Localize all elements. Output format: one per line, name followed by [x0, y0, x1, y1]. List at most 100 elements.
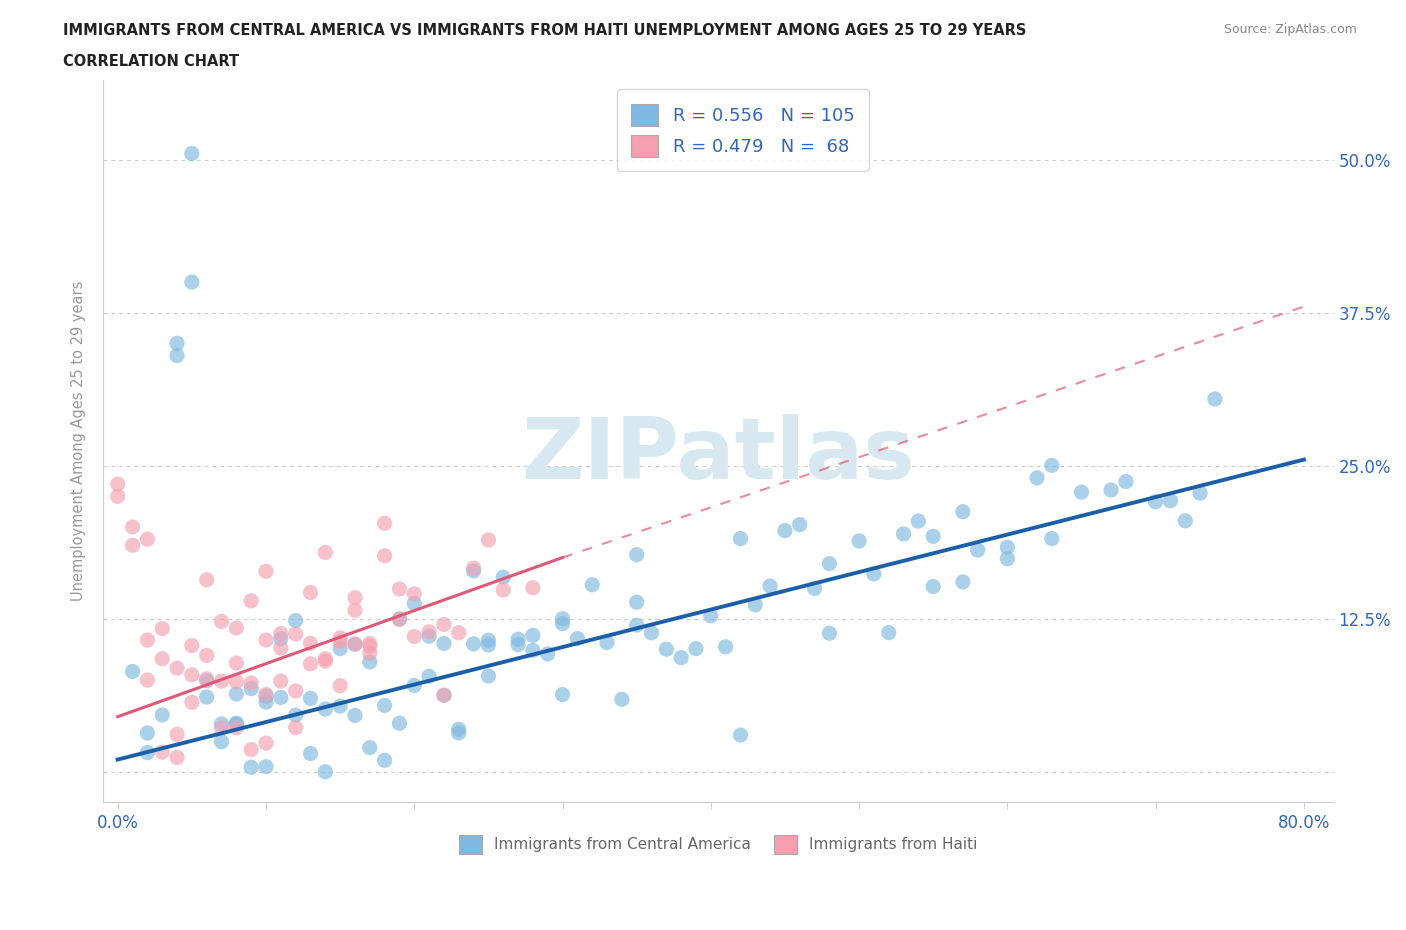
Point — [343, 603, 366, 618]
Point — [818, 556, 841, 571]
Point — [254, 632, 277, 647]
Point — [314, 651, 336, 666]
Point — [700, 608, 723, 623]
Point — [1144, 494, 1167, 509]
Point — [995, 551, 1018, 566]
Point — [1040, 458, 1063, 472]
Point — [803, 581, 825, 596]
Point — [537, 646, 560, 661]
Point — [506, 637, 529, 652]
Point — [463, 636, 485, 651]
Point — [522, 643, 544, 658]
Point — [730, 531, 752, 546]
Point — [150, 651, 173, 666]
Point — [166, 336, 188, 351]
Point — [567, 631, 589, 646]
Point — [952, 575, 974, 590]
Point — [907, 513, 929, 528]
Point — [195, 572, 218, 587]
Point — [299, 691, 322, 706]
Point — [759, 578, 782, 593]
Point — [270, 631, 292, 646]
Point — [789, 517, 811, 532]
Point — [299, 657, 322, 671]
Point — [180, 695, 202, 710]
Point — [211, 721, 233, 736]
Point — [240, 681, 263, 696]
Point — [225, 620, 247, 635]
Point — [388, 581, 411, 596]
Point — [1040, 531, 1063, 546]
Point — [314, 701, 336, 716]
Point — [166, 660, 188, 675]
Point — [254, 736, 277, 751]
Point — [447, 722, 470, 737]
Point — [284, 627, 307, 642]
Point — [166, 727, 188, 742]
Point — [254, 564, 277, 578]
Point — [284, 708, 307, 723]
Point — [343, 591, 366, 605]
Point — [522, 580, 544, 595]
Point — [136, 672, 159, 687]
Point — [1070, 485, 1092, 499]
Point — [121, 538, 143, 552]
Point — [388, 716, 411, 731]
Point — [1159, 493, 1181, 508]
Point — [551, 611, 574, 626]
Point — [374, 753, 396, 768]
Point — [492, 570, 515, 585]
Point — [343, 708, 366, 723]
Point — [404, 678, 426, 693]
Point — [329, 641, 352, 656]
Point — [225, 656, 247, 671]
Point — [922, 529, 945, 544]
Point — [107, 477, 129, 492]
Point — [374, 698, 396, 713]
Point — [180, 638, 202, 653]
Point — [1099, 483, 1122, 498]
Point — [254, 687, 277, 702]
Point — [240, 593, 263, 608]
Point — [180, 668, 202, 683]
Point — [284, 613, 307, 628]
Point — [121, 664, 143, 679]
Point — [150, 621, 173, 636]
Point — [211, 716, 233, 731]
Point — [359, 636, 381, 651]
Point — [195, 671, 218, 686]
Point — [359, 645, 381, 660]
Point — [166, 348, 188, 363]
Point — [418, 624, 440, 639]
Point — [136, 725, 159, 740]
Point — [433, 617, 456, 631]
Point — [299, 636, 322, 651]
Point — [433, 687, 456, 702]
Point — [225, 716, 247, 731]
Point — [121, 520, 143, 535]
Point — [211, 673, 233, 688]
Point — [150, 708, 173, 723]
Point — [1026, 471, 1049, 485]
Point — [343, 637, 366, 652]
Point — [314, 654, 336, 669]
Point — [270, 641, 292, 656]
Point — [685, 641, 707, 656]
Point — [966, 542, 988, 557]
Point — [1189, 485, 1212, 500]
Point — [477, 637, 499, 652]
Point — [626, 594, 648, 609]
Point — [314, 764, 336, 779]
Point — [195, 648, 218, 663]
Point — [225, 721, 247, 736]
Point — [818, 626, 841, 641]
Point — [477, 632, 499, 647]
Point — [270, 673, 292, 688]
Point — [388, 611, 411, 626]
Point — [150, 745, 173, 760]
Point — [136, 632, 159, 647]
Text: IMMIGRANTS FROM CENTRAL AMERICA VS IMMIGRANTS FROM HAITI UNEMPLOYMENT AMONG AGES: IMMIGRANTS FROM CENTRAL AMERICA VS IMMIG… — [63, 23, 1026, 38]
Point — [551, 687, 574, 702]
Point — [359, 740, 381, 755]
Point — [225, 686, 247, 701]
